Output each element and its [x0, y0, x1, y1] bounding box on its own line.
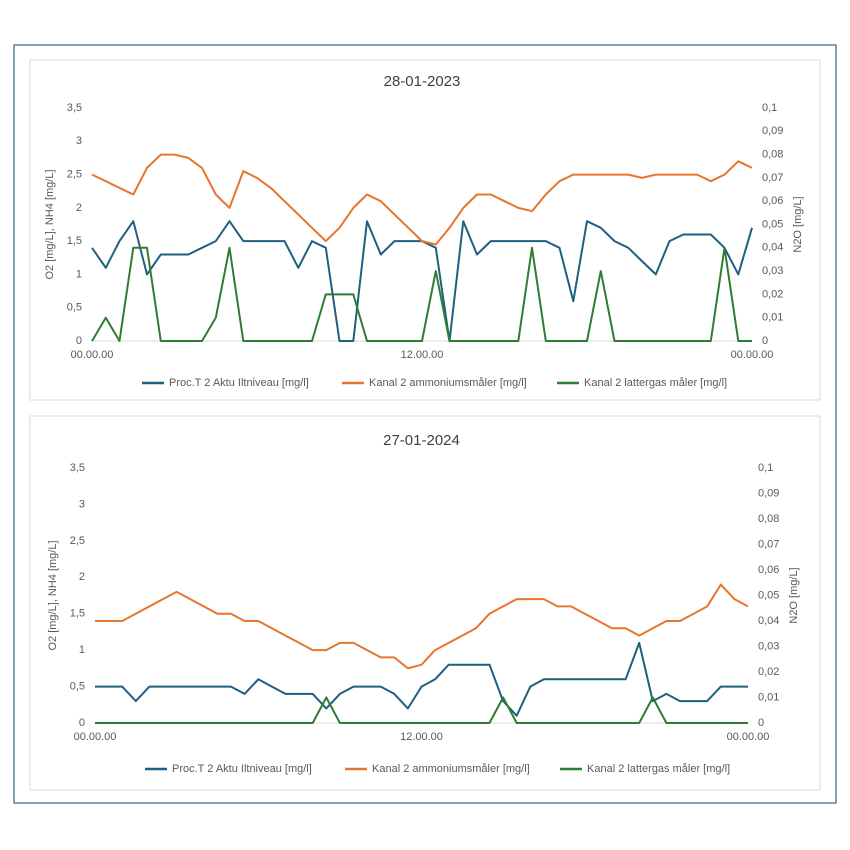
- y2-tick-label: 0: [762, 335, 768, 347]
- legend-label: Kanal 2 lattergas måler [mg/l]: [584, 377, 727, 389]
- y2-tick-label: 0,06: [758, 564, 779, 576]
- chart-title: 28-01-2023: [384, 73, 461, 90]
- y2-tick-label: 0,1: [762, 102, 777, 114]
- y2-axis-label: N2O [mg/L]: [788, 567, 800, 623]
- y-tick-label: 3: [76, 135, 82, 147]
- y2-tick-label: 0,02: [762, 288, 783, 300]
- y-tick-label: 1: [76, 268, 82, 280]
- y-tick-label: 0,5: [67, 302, 82, 314]
- series-line: [91, 153, 753, 246]
- chart-panel: [29, 59, 821, 401]
- x-tick-label: 00.00.00: [727, 731, 770, 743]
- legend-label: Proc.T 2 Aktu Iltniveau [mg/l]: [172, 763, 312, 775]
- chart-panel: [29, 415, 821, 791]
- y2-tick-label: 0,08: [758, 513, 779, 525]
- y2-axis-label: N2O [mg/L]: [792, 196, 804, 252]
- y2-tick-label: 0,09: [758, 487, 779, 499]
- y2-tick-label: 0,09: [762, 125, 783, 137]
- x-tick-label: 00.00.00: [731, 349, 774, 361]
- x-tick-label: 12.00.00: [401, 349, 444, 361]
- y-tick-label: 0,5: [70, 680, 85, 692]
- y2-tick-label: 0,02: [758, 666, 779, 678]
- y-tick-label: 1: [79, 644, 85, 656]
- series-line: [91, 246, 752, 342]
- y2-tick-label: 0,03: [762, 265, 783, 277]
- outer-frame: [13, 44, 837, 804]
- chart-title: 27-01-2024: [383, 432, 460, 449]
- y2-tick-label: 0,08: [762, 149, 783, 161]
- x-tick-label: 00.00.00: [71, 349, 114, 361]
- y-tick-label: 2: [76, 202, 82, 214]
- y2-tick-label: 0,01: [762, 312, 783, 324]
- y2-tick-label: 0,05: [758, 589, 779, 601]
- series-line: [95, 641, 748, 717]
- y2-tick-label: 0,01: [758, 691, 779, 703]
- legend-label: Kanal 2 ammoniumsmåler [mg/l]: [372, 763, 530, 775]
- y-tick-label: 1,5: [70, 608, 85, 620]
- y2-tick-label: 0,04: [758, 615, 779, 627]
- y2-tick-label: 0,03: [758, 640, 779, 652]
- y-tick-label: 2: [79, 571, 85, 583]
- y-tick-label: 3: [79, 498, 85, 510]
- x-tick-label: 00.00.00: [74, 731, 117, 743]
- y-axis-label: O2 [mg/L], NH4 [mg/L]: [47, 540, 59, 650]
- y2-tick-label: 0,07: [762, 172, 783, 184]
- y2-tick-label: 0,1: [758, 462, 773, 474]
- series-line: [95, 583, 749, 670]
- y-tick-label: 0: [76, 335, 82, 347]
- y-tick-label: 3,5: [70, 462, 85, 474]
- y-tick-label: 3,5: [67, 102, 82, 114]
- y2-tick-label: 0,05: [762, 218, 783, 230]
- x-tick-label: 12.00.00: [400, 731, 443, 743]
- y2-tick-label: 0,04: [762, 242, 783, 254]
- y2-tick-label: 0: [758, 717, 764, 729]
- legend-label: Kanal 2 lattergas måler [mg/l]: [587, 763, 730, 775]
- y2-tick-label: 0,07: [758, 538, 779, 550]
- y-tick-label: 2,5: [70, 535, 85, 547]
- y-tick-label: 2,5: [67, 168, 82, 180]
- legend-label: Proc.T 2 Aktu Iltniveau [mg/l]: [169, 377, 309, 389]
- y-tick-label: 1,5: [67, 235, 82, 247]
- y-axis-label: O2 [mg/L], NH4 [mg/L]: [44, 169, 56, 279]
- legend-label: Kanal 2 ammoniumsmåler [mg/l]: [369, 377, 527, 389]
- series-line: [95, 696, 748, 724]
- y-tick-label: 0: [79, 717, 85, 729]
- y2-tick-label: 0,06: [762, 195, 783, 207]
